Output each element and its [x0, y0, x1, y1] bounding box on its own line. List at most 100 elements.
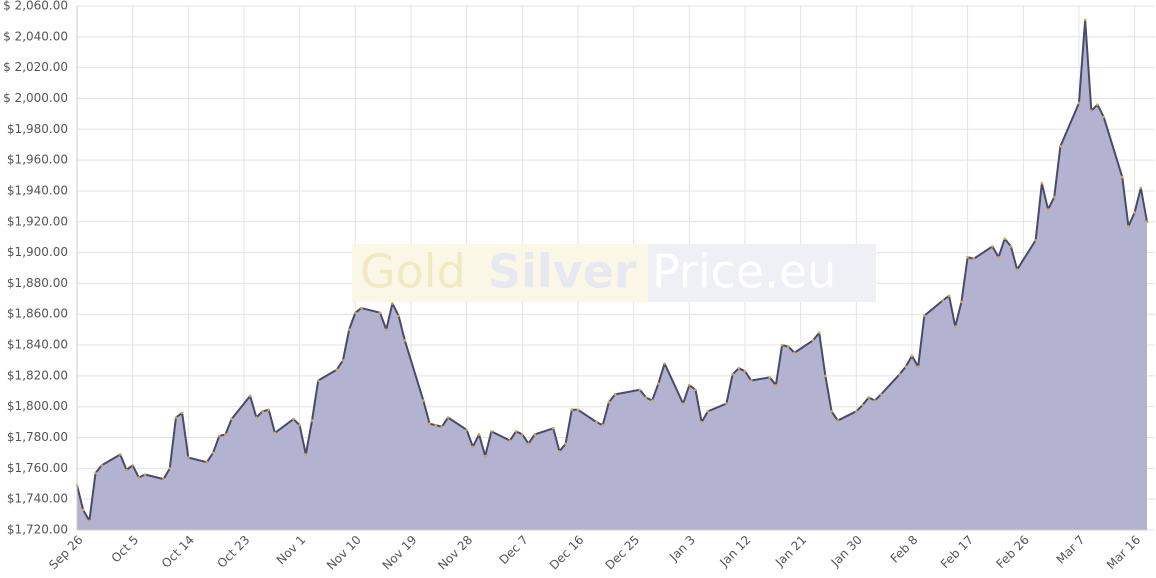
point	[137, 476, 141, 479]
point	[817, 331, 821, 335]
y-tick-label: $ 2,020.00	[3, 60, 68, 74]
x-tick-label: Feb 17	[938, 533, 976, 571]
y-tick-label: $1,780.00	[7, 430, 68, 444]
point	[1052, 195, 1056, 199]
point	[465, 428, 468, 432]
point	[607, 400, 611, 404]
point	[873, 399, 877, 402]
point	[248, 394, 252, 398]
point	[743, 369, 747, 373]
y-tick-label: $1,800.00	[7, 399, 68, 413]
point	[217, 434, 221, 438]
point	[360, 306, 363, 310]
watermark-text: Silver	[488, 245, 637, 299]
y-tick-label: $1,860.00	[7, 307, 68, 321]
watermark-text: Gold	[360, 245, 466, 299]
point	[694, 388, 697, 392]
point	[601, 423, 605, 427]
point	[1145, 220, 1149, 224]
point	[947, 294, 951, 298]
point	[527, 442, 530, 445]
point	[403, 339, 407, 342]
point	[267, 408, 271, 412]
point	[471, 445, 475, 449]
point	[991, 245, 994, 248]
x-tick-label: Nov 10	[324, 533, 364, 573]
x-tick-label: Dec 7	[496, 533, 530, 567]
x-tick-label: Mar 16	[1104, 533, 1143, 572]
y-tick-label: $1,980.00	[7, 122, 68, 136]
point	[681, 402, 685, 405]
point	[292, 417, 295, 421]
point	[997, 255, 1000, 259]
point	[1015, 268, 1019, 271]
x-tick-label: Jan 30	[828, 533, 865, 570]
point	[904, 365, 908, 368]
point	[663, 362, 666, 365]
point	[434, 423, 438, 427]
point	[335, 368, 339, 372]
watermark-bg	[648, 244, 876, 302]
watermark-bg	[352, 244, 648, 302]
point	[81, 508, 85, 512]
point	[384, 328, 388, 331]
point	[1003, 237, 1007, 241]
point	[570, 408, 574, 412]
point	[1102, 115, 1106, 119]
x-tick-label: Dec 16	[547, 533, 587, 573]
point	[953, 325, 957, 328]
y-tick-label: $1,880.00	[7, 276, 68, 290]
point	[638, 388, 642, 392]
point	[187, 456, 190, 459]
point	[774, 383, 778, 387]
point	[972, 257, 976, 261]
point	[1059, 144, 1062, 148]
point	[273, 431, 277, 435]
area	[77, 19, 1147, 531]
watermark-text: Price.eu	[652, 245, 836, 299]
point	[898, 373, 901, 376]
point	[861, 403, 864, 407]
point	[446, 416, 450, 419]
x-tick-label: Nov 1	[274, 533, 309, 568]
y-tick-label: $1,720.00	[7, 523, 68, 537]
point	[706, 410, 710, 413]
point	[224, 433, 227, 436]
x-tick-label: Dec 25	[602, 533, 642, 573]
point	[1046, 208, 1050, 211]
point	[1083, 18, 1087, 22]
point	[180, 411, 184, 415]
point	[162, 477, 165, 481]
point	[378, 311, 382, 314]
point	[824, 374, 827, 378]
point	[143, 473, 147, 476]
point	[514, 430, 518, 433]
point	[923, 314, 926, 318]
point	[205, 460, 209, 464]
point	[811, 339, 815, 342]
point	[830, 410, 833, 413]
point	[688, 383, 691, 387]
point	[1120, 175, 1124, 179]
point	[725, 402, 728, 405]
point	[737, 366, 741, 370]
point	[1077, 101, 1081, 105]
x-tick-label: Nov 28	[435, 533, 475, 573]
point	[88, 519, 91, 523]
point	[304, 453, 308, 456]
point	[749, 379, 753, 382]
point	[595, 420, 598, 424]
point	[168, 467, 172, 470]
point	[508, 439, 512, 442]
point	[941, 299, 945, 302]
y-tick-label: $1,920.00	[7, 214, 68, 228]
point	[341, 359, 345, 362]
point	[1139, 186, 1143, 190]
point	[731, 373, 734, 376]
point	[867, 396, 870, 399]
point	[960, 300, 963, 304]
point	[1127, 225, 1130, 228]
point	[131, 463, 134, 467]
